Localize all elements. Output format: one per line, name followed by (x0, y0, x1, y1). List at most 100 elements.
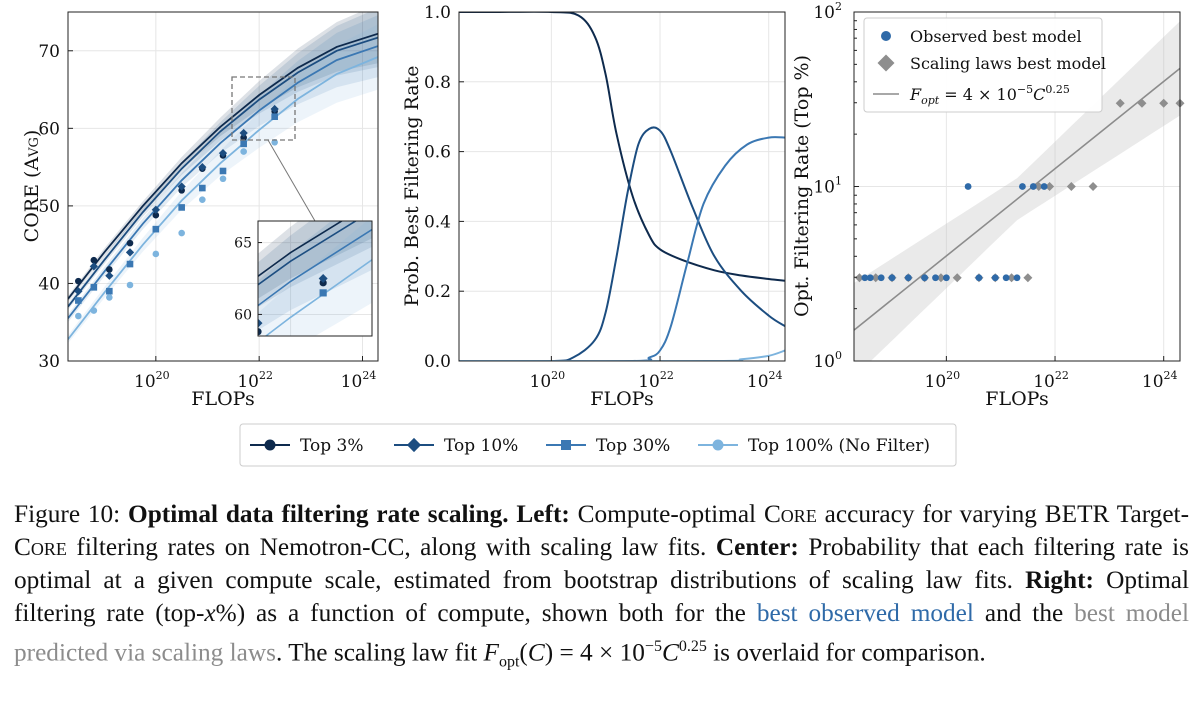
left-point-0 (106, 266, 113, 273)
scaling-best-point (952, 273, 962, 283)
left-fit-lines (68, 32, 378, 340)
left-point-1 (125, 248, 135, 257)
inset-point-2 (168, 422, 175, 429)
caption-scaling-link: best model predicted via scaling laws (14, 599, 1190, 667)
left-point-3 (152, 250, 160, 258)
left-point-3 (178, 229, 185, 237)
observed-best-point (866, 274, 874, 282)
scaling-best-point (1159, 98, 1169, 108)
scaling-best-point (1007, 273, 1017, 283)
center-ticks: 0.0 0.2 0.4 0.6 0.8 1.0 1020 1022 1024 (424, 3, 783, 392)
left-point-0 (126, 239, 134, 247)
left-point-2 (219, 167, 227, 175)
left-point-0 (90, 256, 98, 264)
legend-top10-marker (406, 437, 422, 453)
caption-fit-c: C (527, 638, 545, 667)
left-grid (68, 12, 378, 362)
caption-left-text-1: Compute-optimal (569, 500, 764, 528)
inset-point-1 (123, 418, 132, 427)
left-ticks: 30 40 50 60 70 1020 1022 1024 (38, 42, 376, 392)
observed-best-point (1040, 183, 1048, 190)
left-axes-frame (67, 11, 379, 362)
center-grid (459, 11, 785, 362)
left-xtick-label: 1024 (341, 369, 377, 392)
left-point-2 (199, 184, 206, 192)
left-fit-line-3 (68, 56, 378, 340)
center-xlabel: FLOPs (590, 388, 653, 410)
left-point-2 (90, 284, 98, 291)
right-markers (854, 98, 1185, 283)
caption-fit-exp2: 0.25 (678, 638, 707, 655)
inset-point-0 (124, 426, 131, 433)
legend-top10-label: Top 10% (444, 436, 518, 456)
inset-ytick-label: 60 (234, 307, 252, 323)
left-ylabel: CORE (Avg) (21, 130, 43, 243)
inset-point-1 (318, 274, 328, 283)
left-point-3 (75, 312, 82, 320)
left-point-0 (152, 211, 160, 219)
center-ytick-label: 1.0 (424, 3, 451, 23)
center-axes-frame (458, 11, 786, 362)
left-point-2 (106, 287, 113, 295)
legend-scaling-label: Scaling laws best model (910, 54, 1106, 73)
caption-right-text-1: Optimal filtering rate (top- (14, 566, 1189, 627)
scaling-best-point (854, 273, 864, 283)
inset-point-2 (319, 289, 327, 297)
observed-best-point (1019, 183, 1026, 190)
caption-fit-c2: C (661, 638, 679, 667)
legend-fit-label: Fopt = 4 × 10−5C0.25 (909, 83, 1070, 107)
legend-top3-marker (264, 439, 276, 451)
right-legend: Observed best model Scaling laws best mo… (863, 17, 1106, 113)
left-ytick-label: 30 (38, 352, 60, 372)
left-band-0 (68, 12, 378, 303)
center-ylabel: Prob. Best Filtering Rate (401, 66, 423, 307)
left-point-2 (240, 140, 247, 148)
right-ytick-label: 102 (813, 0, 842, 23)
left-point-3 (106, 294, 113, 301)
left-xlabel: FLOPs (191, 388, 254, 410)
legend-scaling-marker (877, 54, 895, 72)
legend-item-top30: Top 30% (546, 436, 670, 456)
legend-top30-label: Top 30% (596, 436, 670, 456)
inset-point-3 (254, 354, 261, 361)
center-ytick-label: 0.2 (424, 282, 451, 302)
scaling-best-point (936, 273, 946, 283)
left-point-2 (126, 260, 134, 268)
inset-ytick-label: 65 (234, 236, 252, 252)
inset-markers (69, 274, 328, 479)
caption-left-text-2: accuracy for varying BETR Target- (816, 500, 1190, 528)
caption-fit-arg: ( (519, 638, 528, 667)
inset-band-0 (258, 221, 372, 299)
inset-ticks: 60 65 (234, 236, 262, 323)
inset-point-2 (254, 340, 261, 347)
observed-best-point (904, 274, 912, 282)
right-xtick-label: 1020 (925, 369, 961, 392)
center-series-line-3 (459, 349, 785, 361)
inset-band-1 (258, 221, 372, 308)
right-panel: 100 101 102 1020 1022 1024 FLOPs Opt. Filteri… (791, 0, 1185, 410)
inset-point-0 (211, 361, 218, 368)
left-point-1 (89, 262, 98, 271)
observed-best-point (861, 274, 869, 282)
caption-ending: is overlaid for comparison. (706, 638, 986, 667)
left-point-1 (177, 182, 186, 191)
left-point-1 (74, 287, 83, 296)
right-legend-box (863, 17, 1103, 113)
legend-observed-label: Observed best model (910, 27, 1082, 46)
right-xtick-label: 1024 (1142, 369, 1178, 392)
zoom-connector (267, 139, 316, 222)
inset-point-0 (70, 472, 77, 479)
observed-best-point (877, 274, 885, 282)
inset-point-1 (69, 461, 78, 470)
right-ticks: 100 101 102 1020 1022 1024 (813, 0, 1177, 392)
left-xtick-label: 1020 (134, 369, 170, 392)
left-point-2 (152, 225, 160, 233)
left-band-2 (68, 15, 378, 323)
left-band-3 (68, 24, 378, 344)
caption-title: Optimal data filtering rate scaling. (128, 500, 509, 528)
inset-point-3 (168, 443, 175, 450)
legend-item-top10: Top 10% (394, 436, 518, 456)
scaling-best-point (1088, 182, 1098, 191)
caption-core-1: Core (763, 500, 817, 528)
